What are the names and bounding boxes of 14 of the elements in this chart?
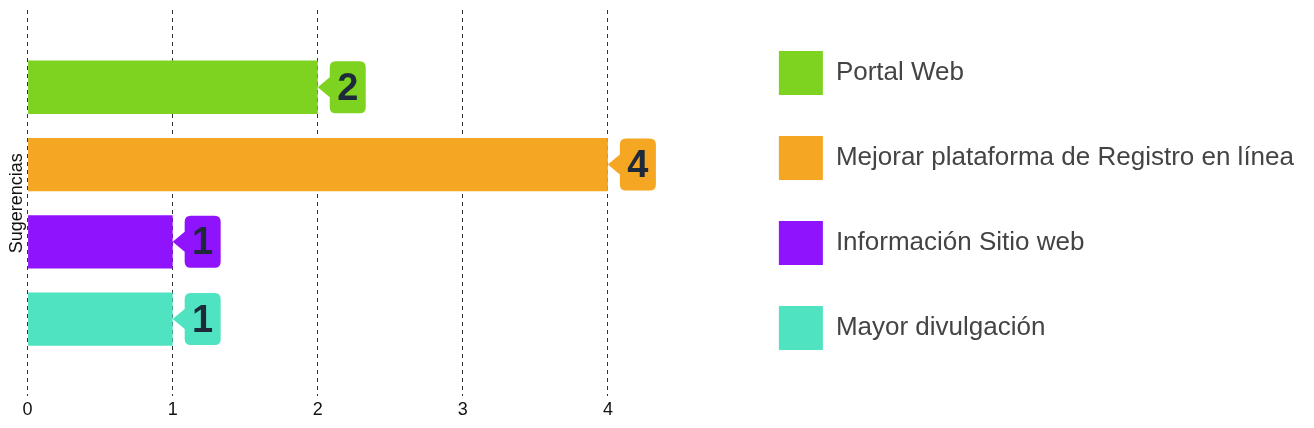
y-axis-title: Sugerencias: [5, 153, 26, 254]
legend-label: Información Sitio web: [835, 226, 1085, 257]
data-label: 4: [627, 143, 649, 186]
legend-label: Mayor divulgación: [835, 311, 1046, 342]
data-label: 2: [337, 65, 359, 108]
x-tick-label: 4: [602, 399, 613, 420]
legend-label: Mejorar plataforma de Registro en línea: [835, 141, 1295, 172]
x-tick-label: 0: [22, 399, 33, 420]
x-tick-label: 2: [312, 399, 323, 420]
x-tick-label: 3: [457, 399, 468, 420]
legend-label: Portal Web: [835, 56, 965, 87]
x-tick-label: 1: [167, 399, 178, 420]
data-label: 1: [192, 220, 214, 263]
data-label: 1: [192, 297, 214, 340]
